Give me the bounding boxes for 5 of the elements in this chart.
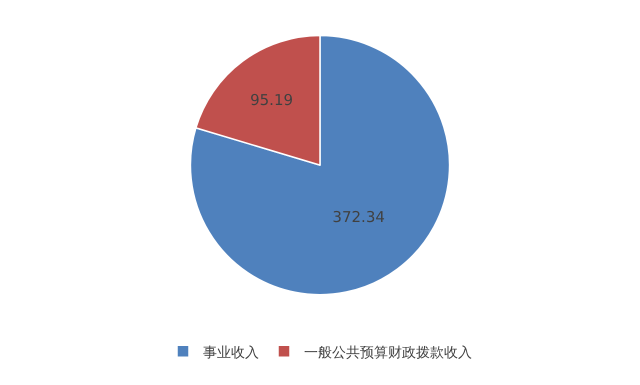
pie-slice bbox=[190, 34, 450, 296]
data-label: 95.19 bbox=[250, 91, 294, 110]
legend-label: 一般公共预算财政拨款收入 bbox=[304, 344, 472, 361]
data-label: 372.34 bbox=[332, 208, 385, 226]
legend-label: 事业收入 bbox=[203, 344, 259, 361]
